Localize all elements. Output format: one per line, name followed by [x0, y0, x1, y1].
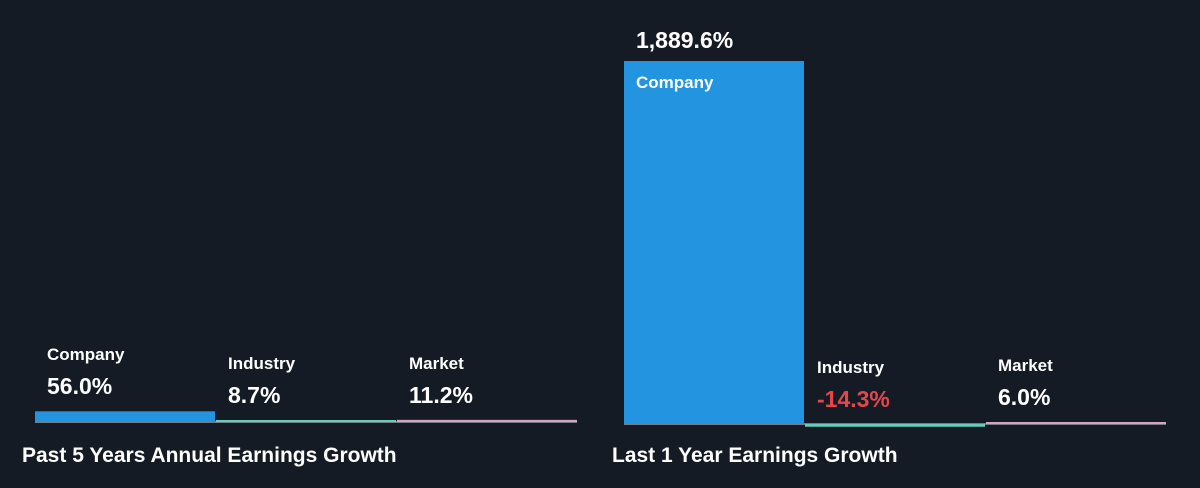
chart-panel-past-5-years: Past 5 Years Annual Earnings Growth Comp… [22, 345, 577, 467]
bar-market [986, 422, 1166, 424]
value-label-company: 1,889.6% [636, 27, 734, 53]
chart-plot-area [35, 411, 577, 423]
category-label-industry: Industry [817, 358, 885, 377]
chart-panel-last-1-year: Last 1 Year Earnings Growth Company 1,889… [600, 0, 1200, 488]
value-label-industry: -14.3% [817, 386, 890, 412]
chart-plot-area [624, 61, 1166, 427]
bar-industry [805, 424, 985, 427]
value-label-market: 11.2% [409, 381, 473, 408]
bar-market [397, 419, 577, 422]
bar-industry [216, 420, 396, 422]
value-label-market: 6.0% [998, 384, 1051, 410]
chart-title: Past 5 Years Annual Earnings Growth [22, 444, 397, 467]
category-label-market: Market [409, 353, 464, 373]
category-label-industry: Industry [228, 354, 296, 373]
value-label-industry: 8.7% [228, 382, 281, 408]
value-label-company: 56.0% [47, 373, 113, 400]
bar-company [35, 411, 215, 422]
category-label-company: Company [47, 345, 125, 365]
category-label-market: Market [998, 356, 1053, 375]
category-label-company: Company [636, 73, 714, 92]
chart-title: Last 1 Year Earnings Growth [612, 444, 898, 467]
bar-company [624, 61, 804, 424]
